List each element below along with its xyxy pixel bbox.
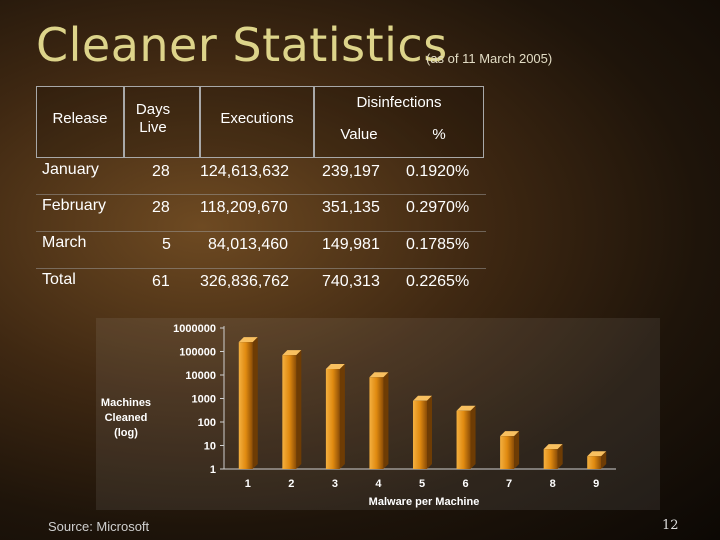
bar-side	[601, 451, 607, 469]
x-tick-label: 1	[245, 478, 251, 490]
bar-2	[282, 355, 297, 469]
row-march-value: 149,981	[322, 236, 380, 253]
x-tick-label: 2	[288, 478, 294, 490]
row-divider	[36, 194, 486, 195]
row-february-value: 351,135	[322, 199, 380, 216]
slide-subtitle: (as of 11 March 2005)	[426, 51, 553, 66]
malware-bar-chart: 1 10 100 1000 10000 100000 1000000 1 2 3 4 5 6 7 8 9 Mal…	[96, 318, 660, 510]
header-executions-box	[200, 86, 314, 158]
header-days-live: Days Live	[135, 101, 171, 136]
source-note: Source: Microsoft	[48, 519, 150, 534]
row-march-days: 5	[162, 236, 171, 253]
bar-7	[500, 436, 515, 469]
header-executions: Executions	[220, 110, 294, 127]
row-march-executions: 84,013,460	[208, 236, 289, 253]
bar-top	[587, 451, 607, 457]
y-tick-label: 1	[210, 464, 216, 476]
y-axis-title-line: Machines	[101, 397, 151, 409]
bar-1	[238, 342, 253, 469]
x-tick-label: 6	[462, 478, 468, 490]
row-january-percent: 0.1920%	[406, 163, 470, 180]
statistics-table: Release Days Live Executions Disinfectio…	[36, 86, 486, 298]
header-value: Value	[340, 126, 378, 143]
row-january-days: 28	[152, 163, 170, 180]
header-release-box	[36, 86, 124, 158]
y-tick-label: 100000	[179, 347, 216, 359]
bar-side	[557, 444, 563, 469]
chart-svg: 1 10 100 1000 10000 100000 1000000 1 2 3 4 5 6 7 8 9 Mal…	[101, 323, 616, 508]
y-tick-label: 1000000	[173, 323, 216, 335]
header-disinfections: Disinfections	[356, 94, 442, 111]
bar-top	[282, 350, 302, 356]
header-disinfections-box	[314, 86, 484, 158]
bar-top	[456, 405, 476, 411]
row-march-percent: 0.1785%	[406, 236, 470, 253]
row-divider	[36, 268, 486, 269]
row-total-release: Total	[42, 271, 76, 288]
bar-top	[238, 337, 258, 343]
row-february-percent: 0.2970%	[406, 199, 470, 216]
bar-9	[587, 456, 602, 469]
row-january-value: 239,197	[322, 163, 380, 180]
x-tick-label: 9	[593, 478, 599, 490]
bar-side	[296, 350, 302, 469]
header-release: Release	[52, 110, 108, 127]
row-total-days: 61	[152, 273, 170, 290]
bar-side	[514, 431, 520, 469]
header-percent: %	[432, 126, 446, 143]
row-february-executions: 118,209,670	[200, 199, 288, 216]
bar-side	[252, 337, 258, 469]
bar-side	[470, 405, 476, 469]
bar-top	[500, 431, 520, 437]
bar-side	[339, 364, 345, 469]
row-january-release: January	[42, 161, 99, 178]
bar-6	[456, 410, 471, 469]
row-january-executions: 124,613,632	[200, 163, 289, 180]
x-tick-label: 8	[550, 478, 556, 490]
bar-top	[413, 395, 432, 401]
y-tick-label: 10	[204, 441, 216, 453]
x-tick-label: 3	[332, 478, 338, 490]
bar-top	[543, 444, 563, 450]
y-tick-label: 10000	[185, 370, 216, 382]
y-tick-label: 100	[198, 417, 216, 429]
bar-top	[325, 364, 345, 370]
row-february-release: February	[42, 197, 107, 214]
y-tick-label: 1000	[192, 394, 216, 406]
y-axis-title-line: (log)	[114, 427, 138, 439]
row-february-days: 28	[152, 199, 170, 216]
slide-title: Cleaner Statistics	[36, 18, 448, 72]
page-number: 12	[662, 518, 679, 533]
y-axis-title-line: Cleaned	[105, 412, 148, 424]
bar-side	[427, 395, 432, 469]
bar-top	[369, 372, 389, 378]
row-total-value: 740,313	[322, 273, 380, 290]
x-tick-label: 7	[506, 478, 512, 490]
row-total-percent: 0.2265%	[406, 273, 470, 290]
bar-side	[383, 372, 389, 469]
bar-3	[325, 369, 340, 469]
row-total-executions: 326,836,762	[200, 273, 289, 290]
x-tick-label: 5	[419, 478, 425, 490]
x-tick-label: 4	[375, 478, 382, 490]
bar-8	[543, 449, 558, 469]
row-divider	[36, 231, 486, 232]
x-axis-title: Malware per Machine	[369, 496, 480, 508]
bar-5	[413, 400, 427, 469]
header-days-box	[124, 86, 200, 158]
bar-4	[369, 377, 384, 469]
row-march-release: March	[42, 234, 87, 251]
